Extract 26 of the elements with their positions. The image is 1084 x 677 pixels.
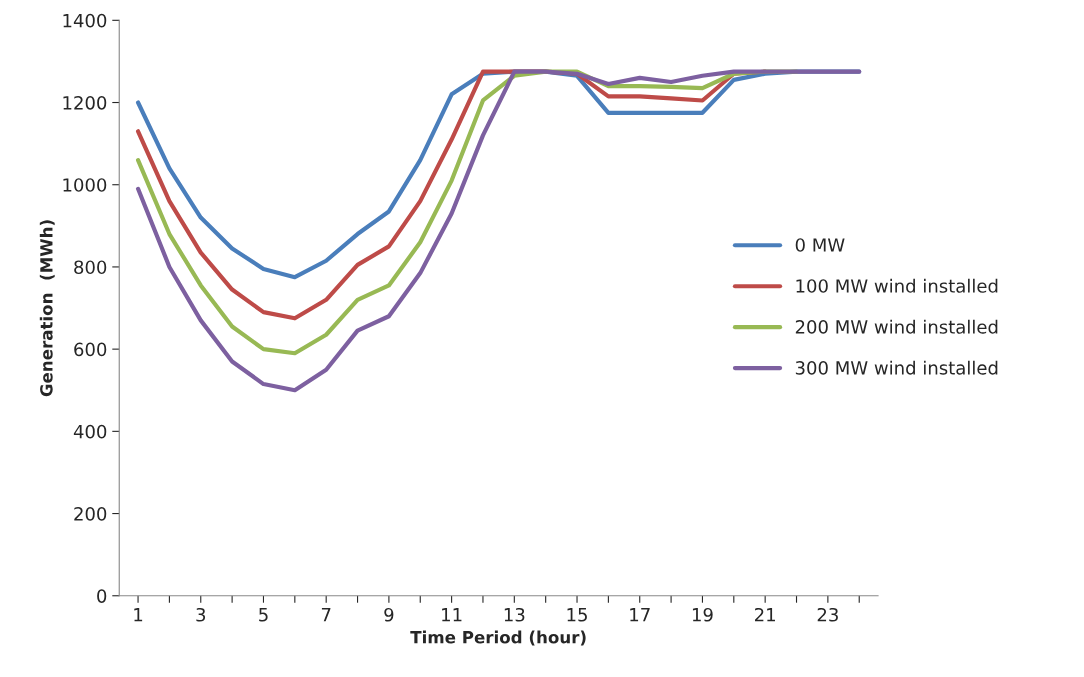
x-tick-label: 23 xyxy=(817,607,838,622)
x-tick-label: 5 xyxy=(259,608,268,622)
x-tick-label: 21 xyxy=(755,607,775,622)
x-tick-label: 7 xyxy=(321,608,331,622)
x-tick-label: 19 xyxy=(692,607,713,622)
y-tick-label: 1200 xyxy=(63,95,107,110)
y-tick-label: 1400 xyxy=(63,13,107,28)
y-tick-label: 1000 xyxy=(63,178,107,192)
x-tick-label: 9 xyxy=(384,607,394,622)
legend-label: 300 MW wind installed xyxy=(795,360,998,375)
y-tick-label: 600 xyxy=(74,342,107,357)
legend-label: 0 MW xyxy=(795,238,845,252)
x-axis-title: Time Period (hour) xyxy=(410,630,586,646)
legend-label: 200 MW wind installed xyxy=(795,319,998,334)
y-axis-title: Generation (MWh) xyxy=(39,220,55,397)
y-tick-label: 800 xyxy=(74,260,107,275)
legend-label: 100 MW wind installed xyxy=(796,278,998,293)
y-tick-label: 200 xyxy=(74,507,107,521)
x-tick-label: 3 xyxy=(196,607,206,622)
x-tick-label: 1 xyxy=(134,608,143,622)
y-tick-label: 0 xyxy=(97,589,107,603)
y-tick-label: 400 xyxy=(73,424,107,439)
x-tick-label: 13 xyxy=(504,607,525,622)
x-tick-label: 17 xyxy=(630,608,650,622)
x-tick-label: 11 xyxy=(442,608,462,622)
x-tick-label: 15 xyxy=(567,608,587,622)
